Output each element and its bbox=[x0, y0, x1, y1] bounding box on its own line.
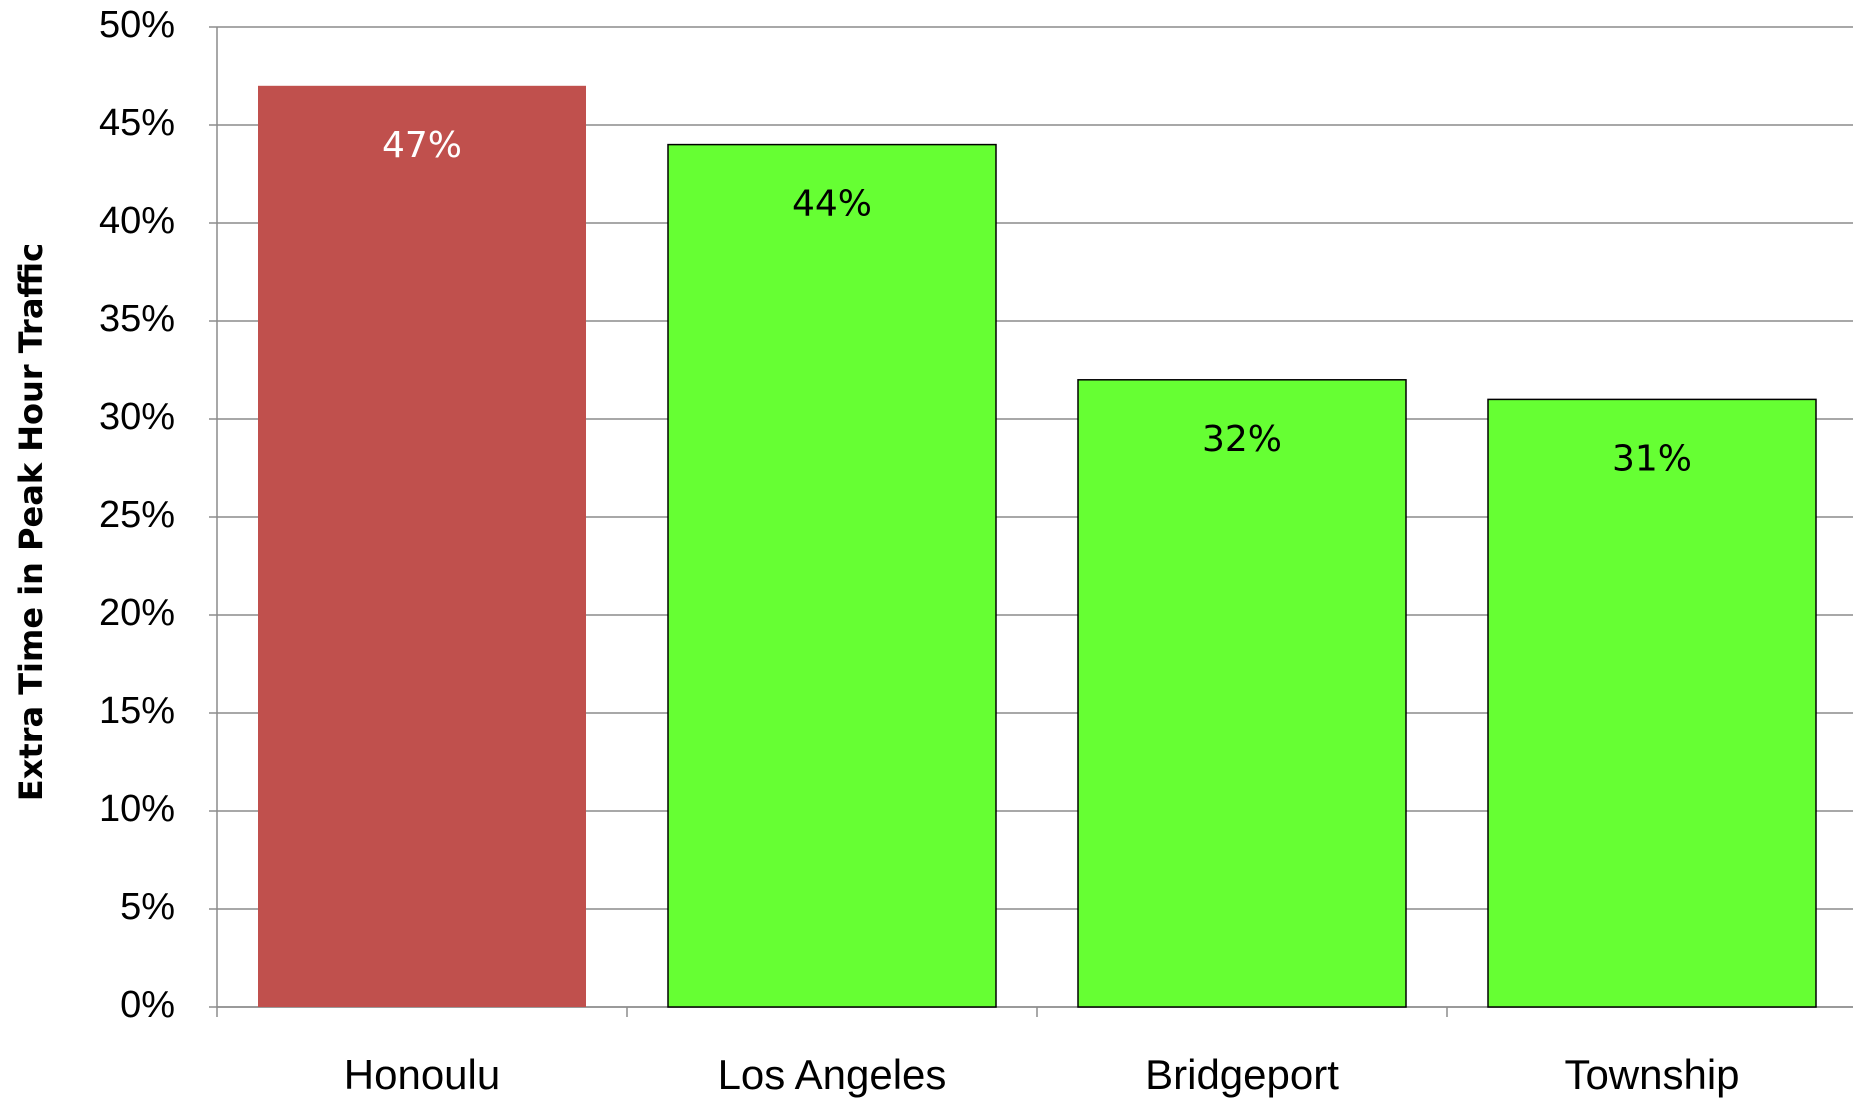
y-tick-label: 10% bbox=[99, 788, 175, 830]
y-tick-label: 20% bbox=[99, 592, 175, 634]
bar bbox=[258, 85, 586, 1008]
y-tick-label: 15% bbox=[99, 690, 175, 732]
y-tick-label: 45% bbox=[99, 102, 175, 144]
x-tick-label: Bridgeport bbox=[1145, 1051, 1339, 1098]
data-label: 31% bbox=[1612, 438, 1692, 479]
bar bbox=[1077, 379, 1407, 1008]
y-tick-label: 35% bbox=[99, 298, 175, 340]
bar bbox=[1487, 398, 1817, 1008]
y-tick-label: 0% bbox=[120, 984, 175, 1026]
y-tick-label: 25% bbox=[99, 494, 175, 536]
data-label: 44% bbox=[792, 184, 872, 225]
y-tick-label: 40% bbox=[99, 200, 175, 242]
bar bbox=[667, 143, 997, 1008]
x-tick-label: Township bbox=[1564, 1051, 1739, 1098]
data-label: 47% bbox=[382, 125, 462, 166]
data-label: 32% bbox=[1202, 419, 1282, 460]
y-tick-label: 50% bbox=[99, 4, 175, 46]
x-tick-label: Honoulu bbox=[344, 1051, 500, 1098]
y-tick-label: 5% bbox=[120, 886, 175, 928]
y-axis-label: Extra Time in Peak Hour Traffic bbox=[12, 243, 50, 801]
x-tick-label: Los Angeles bbox=[718, 1051, 947, 1098]
y-tick-label: 30% bbox=[99, 396, 175, 438]
